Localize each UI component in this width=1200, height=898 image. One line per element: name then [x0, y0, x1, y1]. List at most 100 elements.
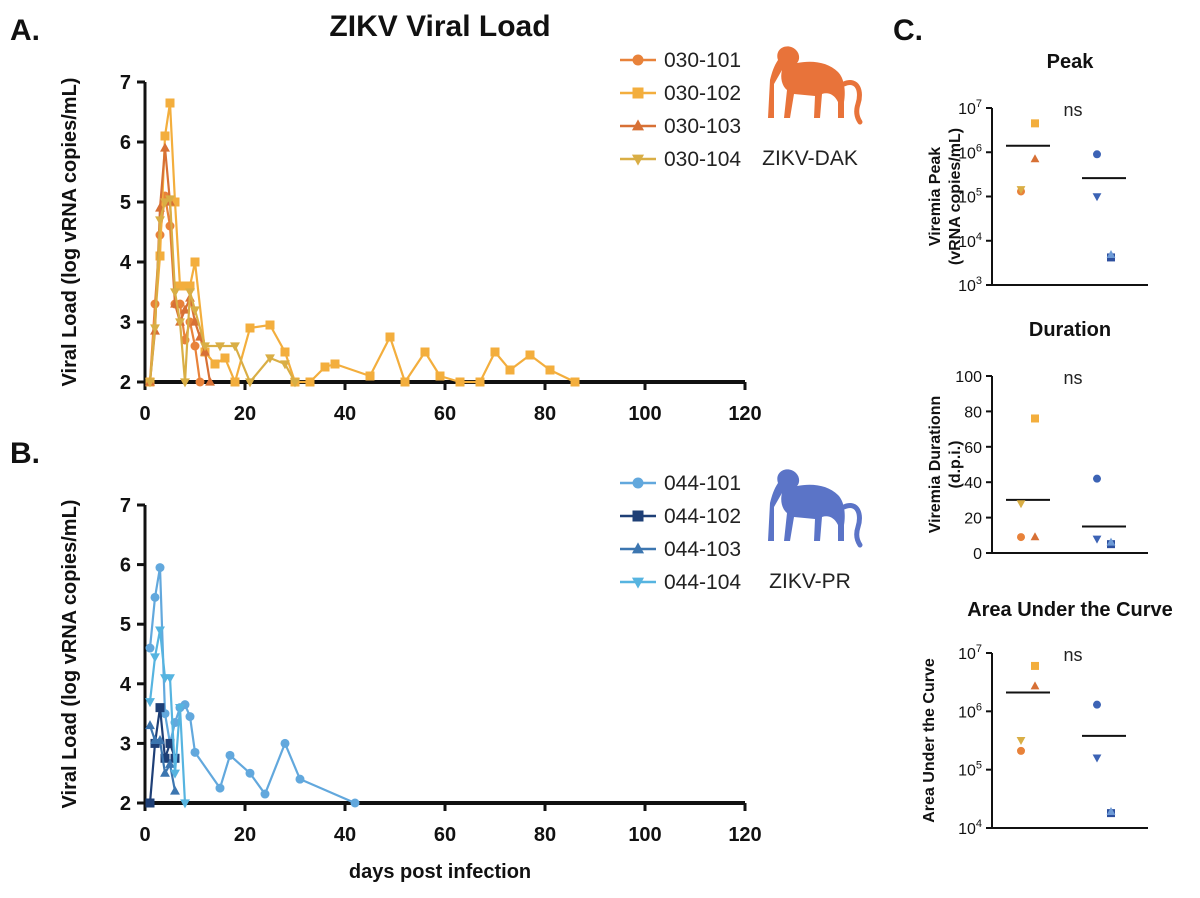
y-tick-label: 60 [964, 440, 982, 457]
data-point [190, 341, 200, 351]
data-point [265, 354, 275, 364]
chart-c-peak: Peak 103 104 105 106 107 Viremia Peak (vRNA cop… [927, 51, 1148, 295]
data-point [435, 371, 445, 381]
data-point [175, 281, 185, 291]
data-point [280, 347, 290, 357]
group-ZIKV-DAK [1006, 661, 1050, 755]
y-tick-label: 2 [120, 793, 131, 815]
data-point [1092, 535, 1102, 544]
data-point [165, 195, 175, 205]
data-point [265, 320, 275, 330]
legend-marker [632, 477, 644, 489]
data-point [1030, 681, 1040, 690]
data-point [295, 774, 305, 784]
data-point [150, 592, 160, 602]
x-tick-label: 100 [628, 403, 661, 425]
y-tick-label: 3 [120, 312, 131, 334]
data-point [245, 378, 255, 388]
data-point [180, 378, 190, 388]
data-point [290, 378, 300, 388]
data-point [525, 350, 535, 360]
chart-b: 2 3 4 5 6 7 0 20 40 60 80 100 120 Viral Load (log vRN… [59, 469, 863, 883]
y-tick-label: 105 [958, 187, 982, 207]
y-tick-label: 5 [120, 192, 131, 214]
data-point [455, 377, 465, 387]
legend-marker [631, 577, 645, 589]
y-tick-label: 80 [964, 404, 982, 421]
y-tick-label: 40 [964, 475, 982, 492]
significance-label: ns [1063, 368, 1082, 388]
legend-label: 044-103 [664, 538, 741, 561]
data-point [385, 332, 395, 342]
legend-label: 044-101 [664, 472, 741, 495]
data-point [145, 378, 155, 388]
chart-c-auc: Area Under the Curve 104 105 106 107 Area Und… [921, 599, 1173, 838]
strain-caption: ZIKV-PR [769, 570, 851, 593]
data-point [1093, 474, 1101, 483]
data-point [190, 316, 200, 326]
data-point [245, 768, 255, 778]
monkey-logo [768, 46, 863, 125]
legend-marker [632, 87, 644, 99]
data-point [155, 216, 165, 226]
x-tick-label: 80 [534, 403, 556, 425]
data-point [155, 563, 165, 573]
chart-title: Area Under the Curve [967, 599, 1173, 621]
monkey-body [768, 469, 845, 541]
legend-marker [631, 154, 645, 166]
data-point [170, 197, 180, 207]
panel-b-letter: B. [10, 437, 40, 470]
data-point [160, 753, 170, 763]
data-point [1106, 537, 1116, 546]
data-point [230, 342, 240, 352]
legend-label: 044-104 [664, 571, 741, 594]
group-ZIKV-PR [1082, 150, 1126, 262]
series-044-104 [145, 626, 190, 809]
y-tick-label: 4 [120, 674, 132, 696]
data-point [180, 281, 190, 291]
x-tick-label: 60 [434, 403, 456, 425]
data-point [400, 377, 410, 387]
series-044-103 [145, 720, 180, 795]
data-point [1092, 754, 1102, 763]
y-tick-label: 6 [120, 555, 131, 577]
legend-marker [632, 510, 644, 522]
monkey-body [768, 46, 845, 118]
y-tick-label: 106 [958, 142, 982, 162]
data-point [180, 304, 190, 314]
data-point [160, 198, 170, 208]
x-tick-label: 40 [334, 403, 356, 425]
series-030-104 [145, 195, 300, 388]
legend-label: 030-101 [664, 49, 741, 72]
x-tick-label: 120 [728, 824, 761, 846]
legend-marker [632, 54, 644, 66]
y-tick-label: 100 [955, 369, 982, 386]
y-axis-label: Viral Load (log vRNA copies/mL) [59, 500, 81, 809]
data-point [190, 747, 200, 757]
group-ZIKV-DAK [1006, 119, 1050, 196]
legend-label: 030-104 [664, 148, 741, 171]
y-tick-label: 2 [120, 372, 131, 394]
significance-label: ns [1063, 100, 1082, 120]
series-line [148, 101, 576, 384]
data-point [305, 377, 315, 387]
panel-c-letter: C. [893, 14, 923, 47]
y-tick-label: 107 [958, 643, 982, 663]
data-point [175, 704, 185, 714]
significance-label: ns [1063, 645, 1082, 665]
data-point [1031, 119, 1039, 128]
legend-label: 030-102 [664, 82, 741, 105]
data-point [145, 698, 155, 708]
data-point [150, 653, 160, 663]
chart-title: Duration [1029, 319, 1111, 341]
data-point [1030, 532, 1040, 541]
legend-marker [631, 119, 645, 131]
y-tick-label: 5 [120, 614, 131, 636]
data-point [1093, 700, 1101, 709]
y-tick-label: 104 [958, 231, 982, 251]
y-tick-label: 105 [958, 760, 982, 780]
x-tick-label: 100 [628, 824, 661, 846]
data-point [220, 353, 230, 363]
data-point [145, 720, 155, 730]
